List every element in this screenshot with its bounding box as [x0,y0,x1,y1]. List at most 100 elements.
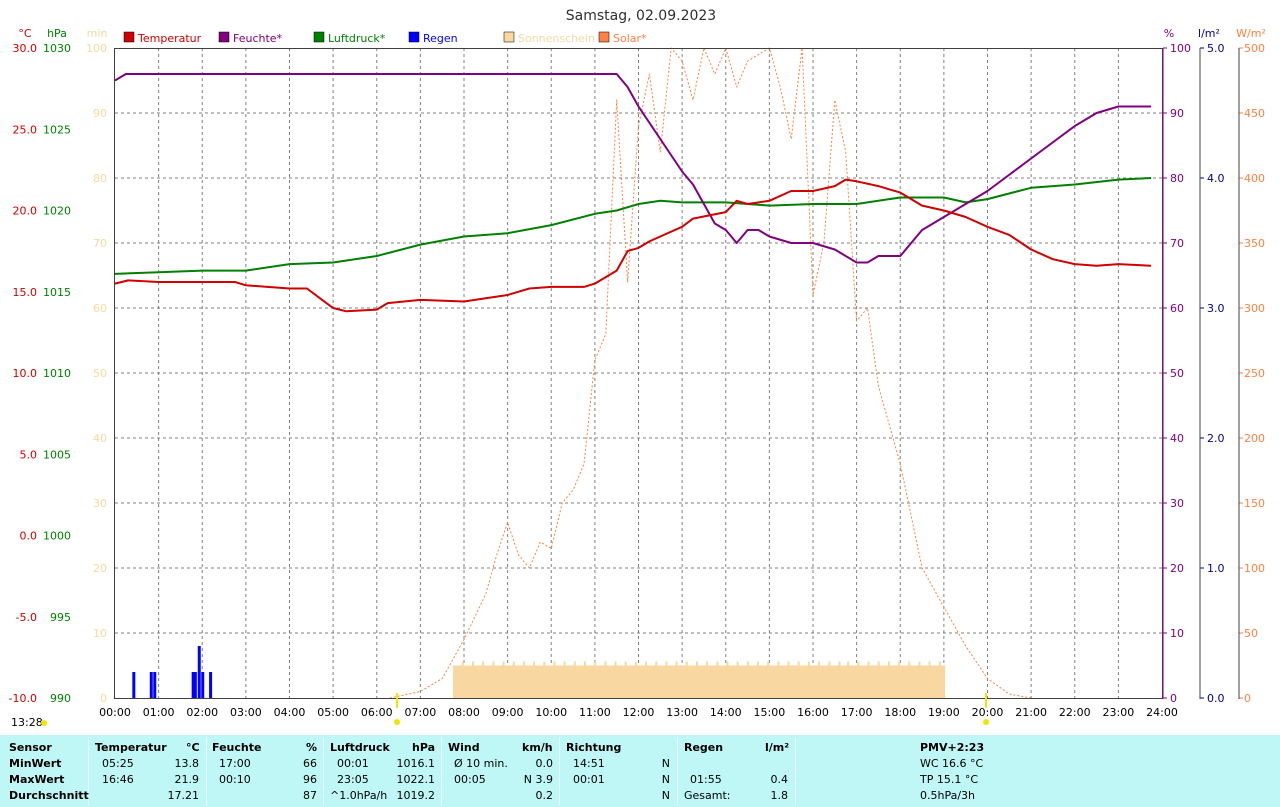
sunshine-bar [778,665,781,698]
sunshine-bar [458,665,461,698]
sunshine-bar [876,665,879,698]
sunshine-bar [927,665,930,698]
legend-swatch-solar [598,31,610,43]
x-tick-label: 20:00 [972,706,1004,719]
sunshine-bar [474,665,477,698]
avg-press-trend: ^1.0hPa/h [330,789,388,802]
sunshine-bar [887,661,890,698]
sunshine-bar [879,665,882,698]
x-tick-label: 03:00 [230,706,262,719]
solar-unit: W/m² [1236,27,1266,40]
sunshine-bar [553,661,556,698]
sunshine-bar [711,665,714,698]
sunshine-bar [839,665,842,698]
sunshine-bar [757,661,760,698]
sunshine-bar [530,665,533,698]
sunshine-bar [473,665,476,698]
sunshine-bar [943,665,946,698]
rain-bar [197,646,201,698]
sunshine-bar [457,665,460,698]
sunshine-bar [614,661,617,698]
sunshine-bar [700,665,703,698]
sunshine-bar [640,665,643,698]
sunshine-bar [745,665,748,698]
sunshine-bar [503,665,506,698]
sunshine-bar [538,665,541,698]
sunshine-bar [493,665,496,698]
sunshine-bar [608,665,611,698]
sunshine-bar [866,665,869,698]
sunshine-bar [896,665,899,698]
sunshine-bar [783,665,786,698]
x-tick-label: 11:00 [579,706,611,719]
sunshine-bar [762,665,765,698]
sunshine-bar [650,665,653,698]
sunshine-bar [852,665,855,698]
max-wind-val: N 3.9 [523,773,553,786]
sunshine-bar [732,665,735,698]
sunshine-bar [767,661,770,698]
sunshine-bar [647,665,650,698]
max-temp-val: 21.9 [174,773,200,786]
sunshine-bar [898,661,901,698]
avg-dir-val: N [661,789,670,802]
sunshine-bar [915,665,918,698]
sunshine-bar [914,665,917,698]
sunshine-bar [589,665,592,698]
sunshine-bar [662,665,665,698]
sunshine-bar [562,665,565,698]
sunshine-bar [857,661,860,698]
pressure-tick-label: 1020 [43,205,71,218]
sunshine-bar [912,665,915,698]
x-tick-label: 07:00 [405,706,437,719]
rain-bar [153,672,157,698]
sunshine-bar [810,665,813,698]
sunshine-bar [909,665,912,698]
sunshine-tick-label: 20 [93,562,107,575]
sunshine-bar [937,665,940,698]
sunshine-bar [541,665,544,698]
legend-label-solar: Solar* [613,32,647,45]
sunshine-bar [514,665,517,698]
sunshine-bar [629,665,632,698]
sunshine-bar [693,665,696,698]
sunshine-bar [698,665,701,698]
sunshine-bar [652,665,655,698]
sunshine-bar [496,665,499,698]
humidity-tick-label: 10 [1170,627,1184,640]
legend-swatch-feuchte [218,31,230,43]
temp-tick-label: 30.0 [13,42,38,55]
sunshine-bar [892,665,895,698]
sunshine-bar [681,665,684,698]
rain-bar [149,672,153,698]
sunshine-bar [578,665,581,698]
sunshine-bar [466,665,469,698]
sunshine-unit: min [87,27,108,40]
humidity-tick-label: 60 [1170,302,1184,315]
solar-tick-label: 450 [1244,107,1265,120]
sunshine-bar [717,665,720,698]
min-dir-time: 14:51 [573,757,605,770]
sunshine-bar [490,665,493,698]
sunshine-bar [630,665,633,698]
sunshine-bar [812,665,815,698]
hdr-press: Luftdruck [330,741,390,754]
sunshine-bar [752,665,755,698]
sunshine-bar [818,661,821,698]
sunshine-bar [768,665,771,698]
sunshine-bar [886,665,889,698]
sunshine-bar [707,665,710,698]
temp-tick-label: -10.0 [9,692,37,705]
temp-tick-label: 20.0 [13,205,38,218]
sunshine-bar [858,665,861,698]
sunshine-bar [594,661,597,698]
sunshine-bar [844,665,847,698]
sunshine-bar [701,665,704,698]
temp-tick-label: 5.0 [20,448,38,461]
sunshine-bar [688,665,691,698]
sunshine-bar [905,665,908,698]
sunshine-bar [605,665,608,698]
sunshine-bar [476,665,479,698]
statistics-table: Sensor Temperatur °C Feuchte % Luftdruck… [0,735,1280,807]
max-rain-val: 0.4 [770,773,789,786]
